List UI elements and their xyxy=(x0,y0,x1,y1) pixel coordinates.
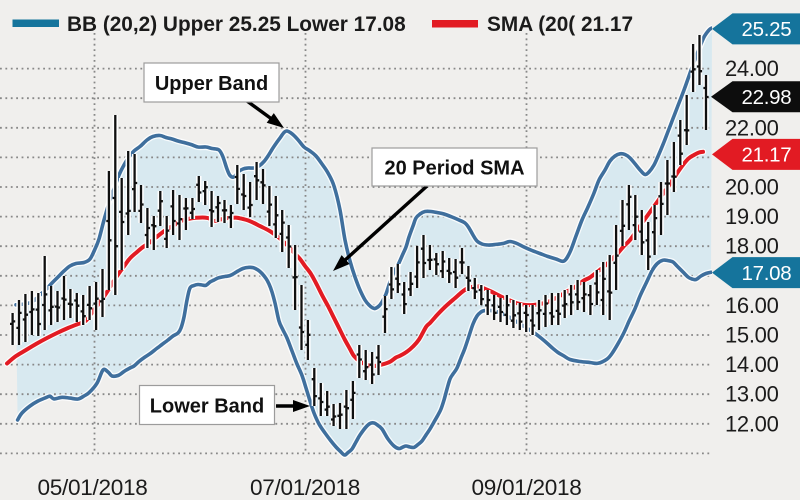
svg-text:19.00: 19.00 xyxy=(725,204,779,229)
svg-text:14.00: 14.00 xyxy=(725,352,779,377)
svg-text:07/01/2018: 07/01/2018 xyxy=(250,475,360,500)
svg-text:12.00: 12.00 xyxy=(725,411,779,436)
svg-text:05/01/2018: 05/01/2018 xyxy=(37,475,147,500)
svg-text:BB (20,2) Upper 25.25 Lower 17: BB (20,2) Upper 25.25 Lower 17.08 xyxy=(67,13,406,36)
svg-text:Upper Band: Upper Band xyxy=(155,73,268,95)
svg-text:SMA (20( 21.17: SMA (20( 21.17 xyxy=(487,13,633,36)
svg-text:15.00: 15.00 xyxy=(725,323,779,348)
svg-text:17.08: 17.08 xyxy=(742,262,792,285)
svg-text:13.00: 13.00 xyxy=(725,382,779,407)
svg-text:Lower Band: Lower Band xyxy=(150,396,264,418)
svg-text:21.17: 21.17 xyxy=(742,144,792,167)
svg-text:09/01/2018: 09/01/2018 xyxy=(471,475,581,500)
svg-text:22.98: 22.98 xyxy=(742,86,792,109)
svg-text:18.00: 18.00 xyxy=(725,234,779,259)
svg-text:20.00: 20.00 xyxy=(725,175,779,200)
svg-text:25.25: 25.25 xyxy=(742,18,792,41)
svg-text:24.00: 24.00 xyxy=(725,56,779,81)
svg-text:22.00: 22.00 xyxy=(725,115,779,140)
svg-text:16.00: 16.00 xyxy=(725,293,779,318)
svg-text:20 Period SMA: 20 Period SMA xyxy=(384,158,524,180)
